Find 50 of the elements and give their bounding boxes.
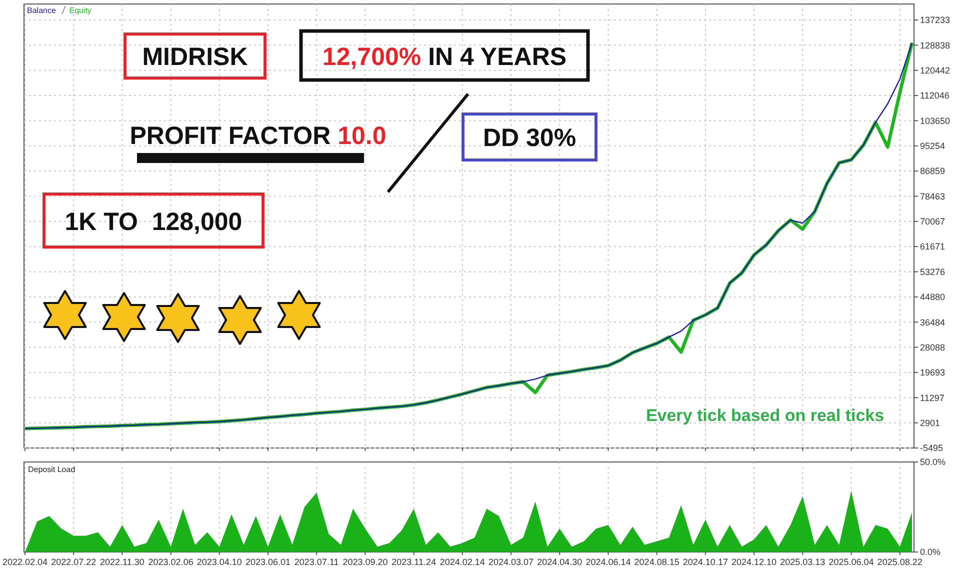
x-tick-label: 2024.02.14 <box>440 557 485 567</box>
y-tick-label: 53276 <box>920 266 946 277</box>
x-tick-label: 2024.04.30 <box>537 557 582 567</box>
x-tick-label: 2023.07.11 <box>294 557 339 567</box>
y-tick-label: 28088 <box>920 342 946 352</box>
text: Equity <box>69 6 92 15</box>
x-tick-label: 2023.02.06 <box>148 557 194 567</box>
annotation: 1K TO 128,000 <box>64 208 242 236</box>
y-tick-label: 61671 <box>920 242 946 252</box>
annotation: MIDRISK <box>142 43 248 71</box>
x-tick-label: 2024.12.10 <box>732 557 777 567</box>
annotation: DD 30% <box>482 124 576 152</box>
y-tick-label: 137233 <box>920 15 950 26</box>
annotation: IN 4 YEARS <box>421 43 567 71</box>
x-tick-label: 2024.03.07 <box>488 557 534 567</box>
x-tick-label: 2023.11.24 <box>392 557 436 567</box>
y-tick-label: 70067 <box>920 216 946 227</box>
y-tick-label: 36484 <box>920 317 946 328</box>
annotation: 10.0 <box>330 122 386 150</box>
y-tick-label: 2901 <box>920 418 940 428</box>
annotation: PROFIT FACTOR <box>130 122 331 150</box>
x-tick-label: 2022.11.30 <box>100 557 144 567</box>
x-tick-label: 2022.02.04 <box>2 557 48 567</box>
text: Balance <box>27 6 56 15</box>
x-tick-label: 2023.09.20 <box>342 557 388 567</box>
x-tick-label: 2025.08.22 <box>877 557 922 567</box>
x-tick-label: 2025.03.13 <box>780 557 826 567</box>
y-tick-label: 86859 <box>920 166 946 176</box>
y-tick-label: -5495 <box>920 443 944 454</box>
y-tick-label: 11297 <box>920 392 944 403</box>
chart-title: Deposit Load <box>28 465 76 474</box>
y-tick-label: 19693 <box>920 368 946 378</box>
y-tick-label: 95254 <box>920 141 946 152</box>
y-tick-label: 78463 <box>920 191 946 202</box>
y-tick-label: 0.0% <box>920 547 941 558</box>
annotation: Every tick based on real ticks <box>646 406 884 425</box>
y-tick-label: 50.0% <box>920 457 946 468</box>
x-tick-label: 2024.10.17 <box>682 557 728 567</box>
x-tick-label: 2022.07.22 <box>51 557 96 567</box>
y-tick-label: 128838 <box>920 40 950 50</box>
x-tick-label: 2023.04.10 <box>196 557 242 567</box>
y-tick-label: 103650 <box>920 116 950 126</box>
x-tick-label: 2025.06.04 <box>828 557 874 567</box>
y-tick-label: 112046 <box>920 90 950 101</box>
x-tick-label: 2024.08.15 <box>634 557 680 567</box>
annotation: 12,700% <box>322 43 422 71</box>
x-tick-label: 2023.06.01 <box>245 557 291 567</box>
y-tick-label: 44880 <box>920 292 946 302</box>
x-tick-label: 2024.06.14 <box>586 557 631 567</box>
y-tick-label: 120442 <box>920 65 950 76</box>
